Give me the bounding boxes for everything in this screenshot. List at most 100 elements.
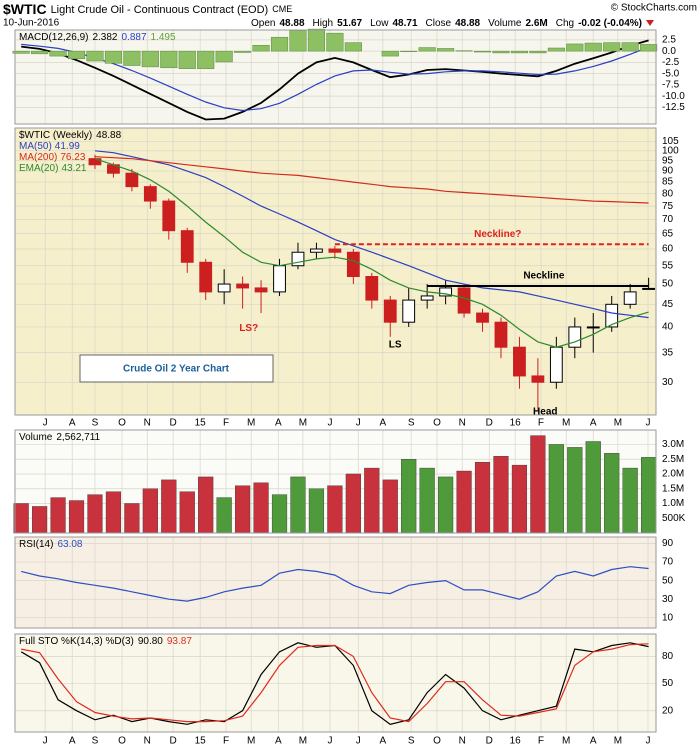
histogram-bar <box>381 50 399 57</box>
y-tick-label: 100 <box>662 145 679 156</box>
panel <box>15 537 656 628</box>
x-tick-label: J <box>646 736 651 747</box>
histogram-bar <box>104 50 122 64</box>
legend-value: 1.495 <box>151 32 176 43</box>
x-tick-label: M <box>299 736 307 747</box>
legend-entry: EMA(20) 43.21 <box>19 163 87 174</box>
legend-title: $WTIC (Weekly) <box>19 130 92 141</box>
volume-bar <box>364 467 380 534</box>
legend-name: MA(200) <box>19 152 57 163</box>
y-tick-label: 70 <box>662 557 674 568</box>
volume-bar <box>216 497 232 534</box>
candle-body <box>236 283 250 289</box>
y-tick-label: -10.0 <box>662 91 685 102</box>
legend-value: 76.23 <box>60 152 85 163</box>
y-tick-label: 50 <box>662 575 674 586</box>
y-tick-label: 10 <box>662 612 674 623</box>
quote-value: 48.71 <box>392 18 417 29</box>
quote-value: 51.67 <box>337 18 362 29</box>
volume-bar <box>327 485 343 534</box>
panel-background <box>15 634 656 732</box>
candle-body <box>494 321 508 348</box>
x-tick-label: A <box>380 418 387 429</box>
volume-bar <box>68 500 85 534</box>
y-tick-label: 50 <box>662 678 674 689</box>
histogram-bar <box>160 50 178 69</box>
histogram-bar <box>141 50 159 68</box>
candle-body <box>549 346 563 383</box>
legend: Volume 2,562,711 <box>19 432 101 443</box>
histogram-bar <box>86 50 104 62</box>
x-tick-label: O <box>118 736 126 747</box>
volume-bar <box>493 456 509 534</box>
x-tick-label: M <box>247 736 255 747</box>
y-tick-label: 50 <box>662 279 674 290</box>
legend-entry: MA(200) 76.23 <box>19 152 86 163</box>
y-tick-label: 55 <box>662 260 674 271</box>
candle-body <box>254 287 268 293</box>
x-tick-label: J <box>646 418 651 429</box>
legend-title: Full STO %K(14,3) %D(3) <box>19 636 134 647</box>
series-line <box>94 156 649 204</box>
x-tick-label: S <box>408 418 415 429</box>
panel <box>12 28 658 124</box>
exchange: CME <box>272 4 292 14</box>
candle-body <box>457 287 471 314</box>
legend-value: 43.21 <box>61 163 86 174</box>
panel <box>13 430 657 534</box>
header-title: $WTIC Light Crude Oil - Continuous Contra… <box>3 1 292 17</box>
volume-bar <box>382 479 398 534</box>
x-tick-label: D <box>486 736 493 747</box>
volume-bar <box>161 479 177 534</box>
x-tick-label: M <box>562 418 570 429</box>
candle-body <box>439 287 453 297</box>
legend-name: EMA(20) <box>19 163 58 174</box>
volume-bar <box>438 476 454 534</box>
candle-body <box>568 326 582 348</box>
candle-body <box>383 299 397 323</box>
x-tick-label: O <box>118 418 126 429</box>
legend-value: 63.08 <box>57 539 82 550</box>
x-tick-label: D <box>169 736 176 747</box>
legend-title: RSI(14) <box>19 539 53 550</box>
candle-body <box>402 299 416 323</box>
y-tick-label: 2.5 <box>662 35 676 46</box>
y-tick-label: 0.0 <box>662 46 676 57</box>
candle-body <box>88 158 102 166</box>
x-tick-label: J <box>356 736 361 747</box>
volume-bar <box>253 482 269 534</box>
note-text: Crude Oil 2 Year Chart <box>123 364 230 375</box>
legend-value: 41.99 <box>55 141 80 152</box>
x-tick-label: F <box>538 736 544 747</box>
y-tick-label: 2.0M <box>662 469 684 480</box>
volume-bar <box>345 473 361 534</box>
legend: RSI(14) 63.08 <box>19 539 83 550</box>
candle-body <box>513 346 526 377</box>
quote-value: 48.88 <box>279 18 304 29</box>
histogram-bar <box>640 44 658 52</box>
histogram-bar <box>31 50 49 55</box>
x-tick-label: F <box>223 418 229 429</box>
y-tick-label: 500K <box>662 513 686 524</box>
candle-body <box>531 375 545 383</box>
legend: MACD(12,26,9) 2.382 0.887 1.495 <box>19 32 176 43</box>
x-tick-label: S <box>408 736 415 747</box>
quote-label: Close <box>426 18 452 29</box>
x-tick-label: D <box>169 418 176 429</box>
y-tick-label: 90 <box>662 538 674 549</box>
candle-body <box>328 248 342 253</box>
x-tick-label: A <box>590 418 597 429</box>
y-tick-label: 30 <box>662 377 674 388</box>
y-tick-label: 60 <box>662 244 674 255</box>
x-tick-label: J <box>43 736 48 747</box>
y-tick-label: 3.0M <box>662 439 684 450</box>
x-tick-label: O <box>433 418 441 429</box>
histogram-bar <box>584 42 602 52</box>
series-line <box>21 43 649 112</box>
legend-title: Volume <box>19 432 53 443</box>
symbol: $WTIC <box>3 1 47 17</box>
panel-frame <box>14 29 657 125</box>
histogram-bar <box>252 45 270 52</box>
candle-body <box>420 295 434 301</box>
y-tick-label: 2.5M <box>662 454 684 465</box>
